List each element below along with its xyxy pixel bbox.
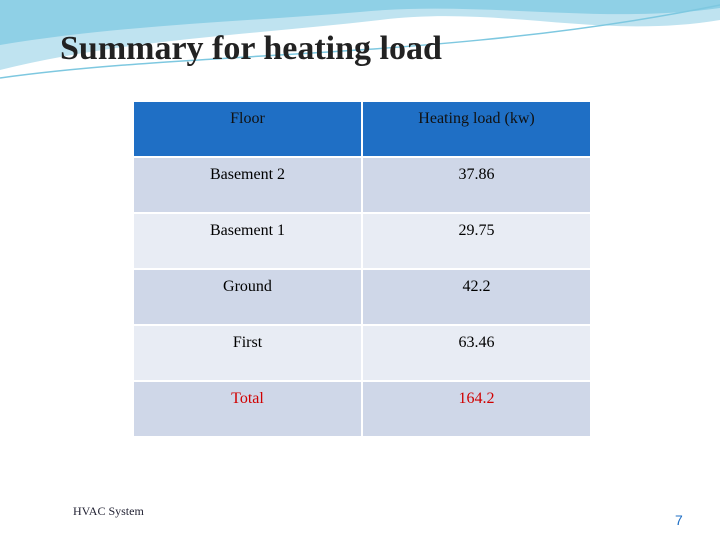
table-cell: Ground xyxy=(132,268,363,326)
table-cell: 63.46 xyxy=(361,324,592,382)
slide-title: Summary for heating load xyxy=(60,30,442,67)
data-table: Floor Heating load (kw) Basement 2 37.86 Ba… xyxy=(132,100,592,438)
table-row: Basement 1 29.75 xyxy=(132,212,592,270)
header-cell: Floor xyxy=(132,100,363,158)
table-cell: Basement 2 xyxy=(132,156,363,214)
header-row: Floor Heating load (kw) xyxy=(132,100,592,158)
table-cell: Total xyxy=(132,380,363,438)
table-row: First 63.46 xyxy=(132,324,592,382)
page-number: 7 xyxy=(675,512,683,528)
header-cell: Heating load (kw) xyxy=(361,100,592,158)
table-cell: 42.2 xyxy=(361,268,592,326)
table-row: Basement 2 37.86 xyxy=(132,156,592,214)
table-row: Total 164.2 xyxy=(132,380,592,438)
table-cell: 164.2 xyxy=(361,380,592,438)
footer-label: HVAC System xyxy=(73,504,144,518)
decoration xyxy=(0,0,720,79)
table-cell: First xyxy=(132,324,363,382)
table-cell: 29.75 xyxy=(361,212,592,270)
table-cell: 37.86 xyxy=(361,156,592,214)
table-cell: Basement 1 xyxy=(132,212,363,270)
table-row: Ground 42.2 xyxy=(132,268,592,326)
